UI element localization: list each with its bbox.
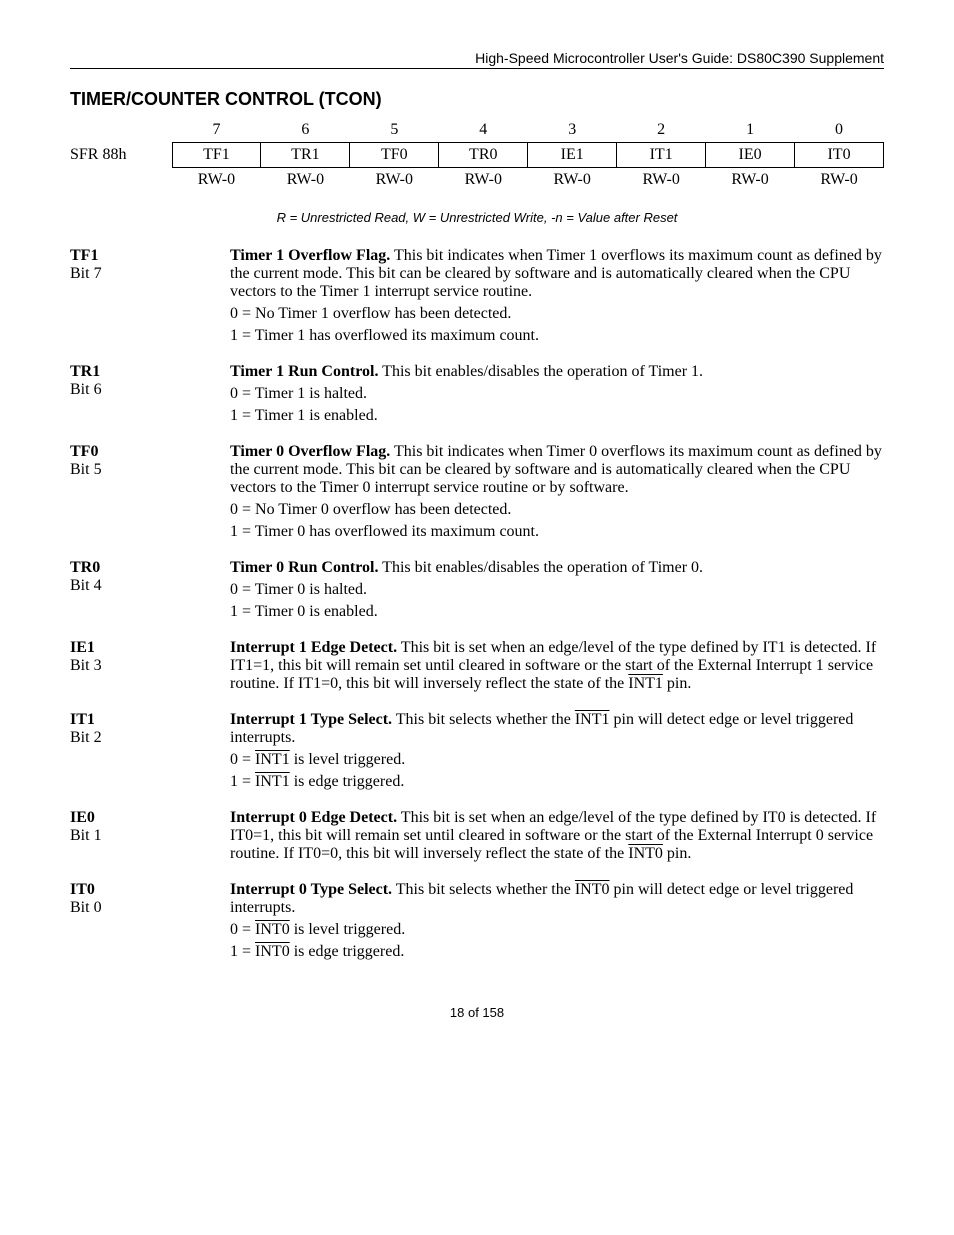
- bit-descriptions: TF1Bit 7Timer 1 Overflow Flag. This bit …: [70, 247, 884, 965]
- bit-label: TR1Bit 6: [70, 363, 230, 399]
- bit-label: TF1Bit 7: [70, 247, 230, 283]
- sfr-address: SFR 88h: [70, 143, 172, 168]
- bit-description: Timer 0 Overflow Flag. This bit indicate…: [230, 443, 884, 545]
- bit-name-row: SFR 88h TF1TR1TF0TR0 IE1IT1IE0IT0: [70, 143, 884, 168]
- bit-number-row: 7654 3210: [70, 118, 884, 143]
- bit-description: Interrupt 1 Type Select. This bit select…: [230, 711, 884, 795]
- bit-description: Timer 1 Run Control. This bit enables/di…: [230, 363, 884, 429]
- bit-label: TF0Bit 5: [70, 443, 230, 479]
- bit-description: Interrupt 0 Type Select. This bit select…: [230, 881, 884, 965]
- page-footer: 18 of 158: [70, 1005, 884, 1020]
- running-header: High-Speed Microcontroller User's Guide:…: [70, 50, 884, 69]
- bit-description: Timer 1 Overflow Flag. This bit indicate…: [230, 247, 884, 349]
- bit-label: IE1Bit 3: [70, 639, 230, 675]
- bit-label: IE0Bit 1: [70, 809, 230, 845]
- bit-row: IE1Bit 3Interrupt 1 Edge Detect. This bi…: [70, 639, 884, 697]
- bit-row: TF1Bit 7Timer 1 Overflow Flag. This bit …: [70, 247, 884, 349]
- bit-row: TF0Bit 5Timer 0 Overflow Flag. This bit …: [70, 443, 884, 545]
- bit-label: IT1Bit 2: [70, 711, 230, 747]
- bit-row: IT0Bit 0Interrupt 0 Type Select. This bi…: [70, 881, 884, 965]
- rw-row: RW-0RW-0RW-0RW-0 RW-0RW-0RW-0RW-0: [70, 168, 884, 193]
- bit-description: Interrupt 1 Edge Detect. This bit is set…: [230, 639, 884, 697]
- bit-description: Timer 0 Run Control. This bit enables/di…: [230, 559, 884, 625]
- page-title: TIMER/COUNTER CONTROL (TCON): [70, 89, 884, 110]
- bit-label: IT0Bit 0: [70, 881, 230, 917]
- bit-row: IT1Bit 2Interrupt 1 Type Select. This bi…: [70, 711, 884, 795]
- legend: R = Unrestricted Read, W = Unrestricted …: [70, 210, 884, 225]
- bit-label: TR0Bit 4: [70, 559, 230, 595]
- bit-row: TR0Bit 4Timer 0 Run Control. This bit en…: [70, 559, 884, 625]
- bit-row: IE0Bit 1Interrupt 0 Edge Detect. This bi…: [70, 809, 884, 867]
- bit-row: TR1Bit 6Timer 1 Run Control. This bit en…: [70, 363, 884, 429]
- bit-description: Interrupt 0 Edge Detect. This bit is set…: [230, 809, 884, 867]
- register-table: 7654 3210 SFR 88h TF1TR1TF0TR0 IE1IT1IE0…: [70, 118, 884, 192]
